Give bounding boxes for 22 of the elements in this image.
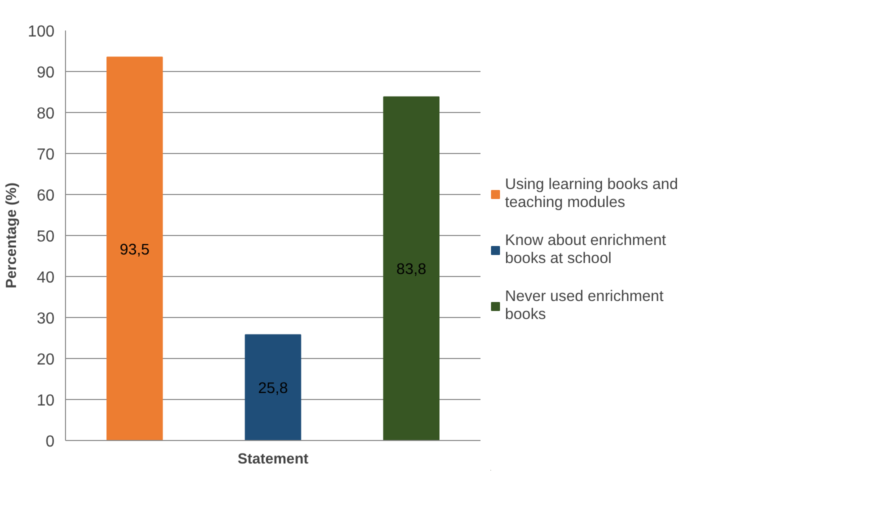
legend-label: Know about enrichment books at school: [505, 231, 666, 269]
y-tick-label: 0: [46, 434, 55, 450]
legend-label: Using learning books and teaching modules: [505, 175, 678, 213]
data-label: 83,8: [396, 261, 426, 278]
y-tick-label: 40: [36, 270, 55, 286]
bar: [106, 56, 163, 440]
data-label: 93,5: [120, 241, 150, 258]
y-tick-label: 30: [36, 310, 55, 328]
y-axis-title: Percentage (%): [4, 182, 20, 288]
bar: [244, 334, 302, 440]
y-tick-label: 20: [36, 352, 55, 368]
y-tick-label: 100: [28, 24, 55, 40]
legend-label: Never used enrichment books: [505, 287, 664, 325]
y-tick-label: 80: [36, 106, 55, 122]
x-axis-title: Statement: [238, 452, 309, 468]
y-tick-label: 10: [36, 392, 55, 410]
data-label: 25,8: [258, 380, 288, 398]
y-tick-label: 50: [36, 228, 55, 246]
y-tick-label: 70: [36, 146, 55, 164]
y-tick-label: 60: [36, 188, 55, 204]
y-tick-label: 90: [36, 64, 55, 82]
bar: [383, 96, 440, 440]
